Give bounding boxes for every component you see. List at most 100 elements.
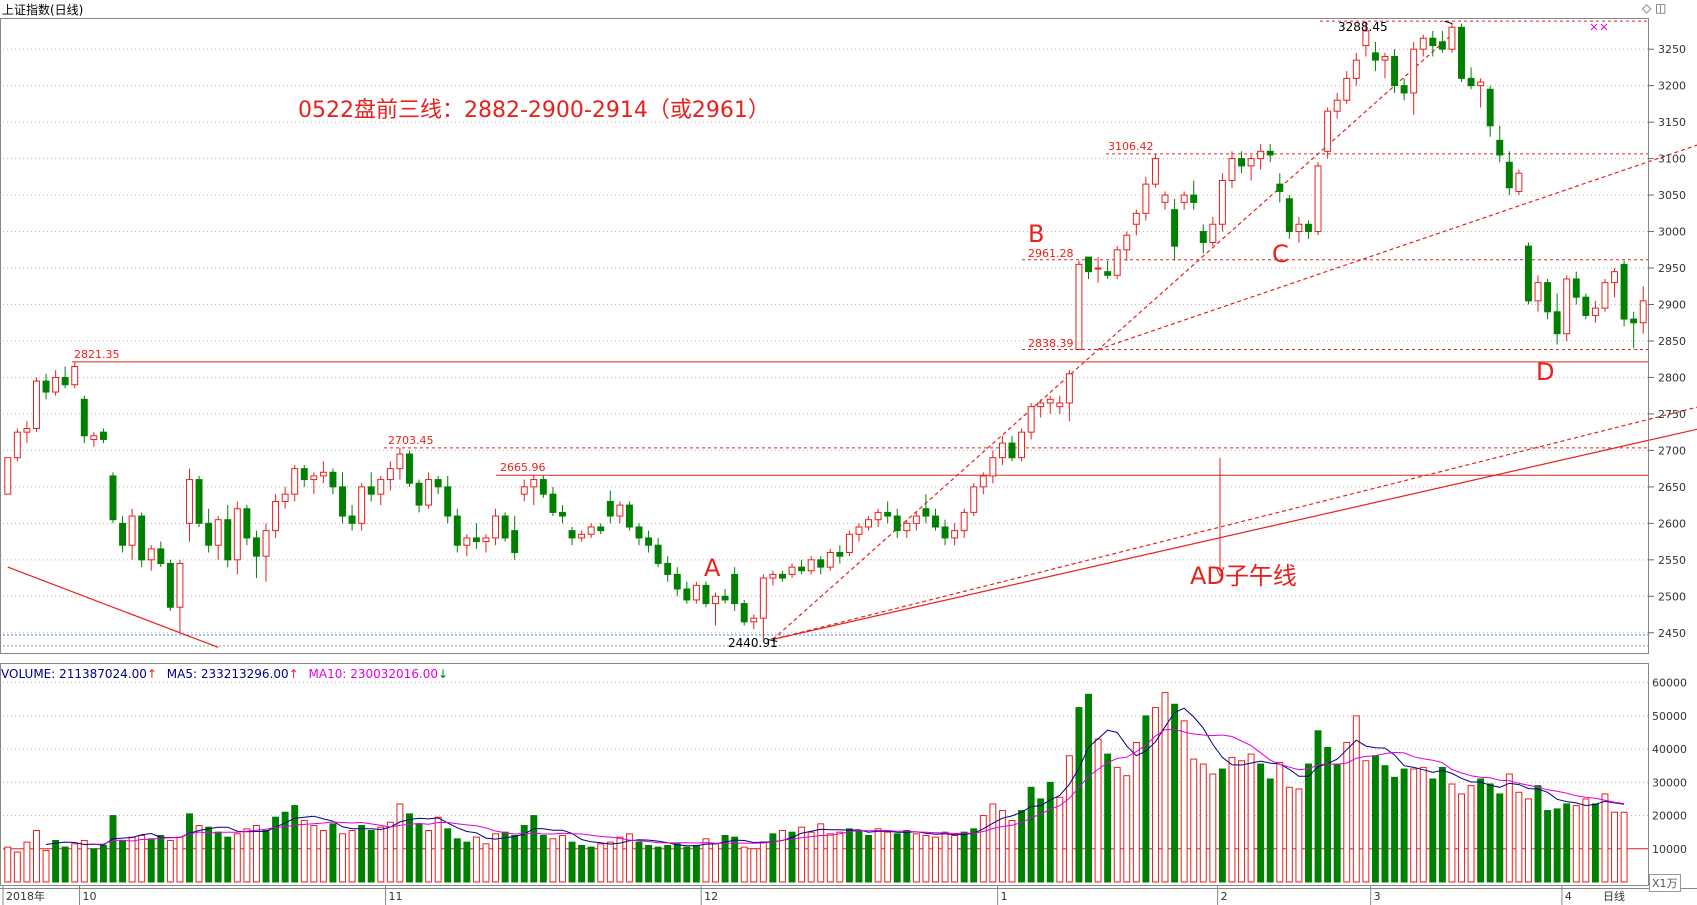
volume-bar-down — [893, 833, 901, 883]
volume-bar-down — [970, 828, 978, 883]
diamond-icon[interactable]: ◇ — [1642, 1, 1652, 15]
volume-bar-down — [1046, 781, 1054, 883]
candle-up — [1113, 249, 1121, 276]
volume-bar-down — [1381, 765, 1389, 883]
price-tick-label: 3200 — [1658, 80, 1686, 93]
volume-bar-down — [444, 828, 452, 883]
candle-down — [836, 552, 844, 557]
candle-down — [252, 537, 260, 557]
price-tick-label: 2950 — [1658, 262, 1686, 275]
candle-down — [559, 511, 566, 517]
volume-bar-down — [1591, 803, 1599, 883]
volume-bar-down — [157, 834, 165, 883]
candle-up — [1027, 406, 1035, 433]
volume-bar-up — [1572, 805, 1580, 883]
volume-bar-up — [1410, 768, 1418, 883]
volume-bar-down — [769, 833, 777, 883]
candle-down — [721, 595, 729, 601]
volume-bar-down — [1324, 746, 1332, 883]
candle-up — [1180, 194, 1188, 203]
volume-bar-up — [979, 815, 987, 883]
candle-up — [692, 584, 700, 601]
price-panel-frame — [0, 18, 1649, 654]
volume-bar-down — [1037, 798, 1045, 883]
candle-up — [874, 511, 882, 521]
candle-down — [329, 471, 337, 488]
volume-bar-up — [922, 834, 930, 883]
volume-bar-down — [281, 811, 289, 883]
marker-cross — [1600, 23, 1608, 31]
price-tick-label: 3250 — [1658, 43, 1686, 56]
volume-bar-up — [807, 831, 815, 883]
candle-up — [759, 577, 767, 619]
candle-down — [119, 522, 127, 546]
candle-down — [224, 519, 232, 561]
candle-up — [1056, 402, 1064, 408]
candle-down — [941, 526, 949, 539]
time-tick-label: 2018年 — [6, 889, 45, 903]
candle-down — [205, 522, 213, 546]
panel-icon[interactable]: ◫ — [1655, 1, 1667, 15]
volume-bar-up — [1247, 753, 1255, 883]
trend-line — [772, 34, 1453, 640]
candle-down — [1285, 198, 1293, 233]
volume-bar-down — [539, 834, 547, 883]
volume-bar-down — [358, 825, 366, 883]
volume-bar-up — [386, 821, 394, 883]
candle-up — [998, 442, 1006, 459]
candle-up — [1611, 271, 1618, 284]
volume-bar-up — [348, 830, 356, 883]
volume-bar-up — [1285, 786, 1293, 883]
volume-bar-down — [788, 831, 796, 883]
volume-bar-up — [1448, 783, 1456, 883]
volume-bar-up — [798, 826, 806, 883]
volume-bar-down — [1218, 768, 1226, 883]
volume-bar-down — [1544, 810, 1552, 883]
volume-bar-down — [587, 846, 595, 883]
candle-down — [1199, 231, 1207, 243]
price-tick-label: 2650 — [1658, 481, 1686, 494]
volume-bar-down — [1371, 755, 1379, 883]
volume-bar-down — [99, 844, 107, 883]
candle-down — [778, 573, 786, 579]
price-tick-label: 3150 — [1658, 116, 1686, 129]
volume-bar-up — [1515, 791, 1523, 883]
candle-up — [1123, 234, 1131, 251]
ma10-line — [93, 728, 1625, 845]
candle-down — [195, 479, 203, 524]
candle-down — [339, 486, 346, 517]
volume-bar-up — [616, 836, 624, 883]
candle-down — [1171, 209, 1179, 247]
volume-bar-down — [1257, 763, 1265, 883]
candle-down — [300, 468, 308, 481]
candle-up — [616, 504, 624, 517]
volume-bar-up — [1524, 798, 1532, 883]
volume-bar-down — [683, 846, 691, 883]
candle-down — [884, 511, 892, 517]
volume-bar-up — [1238, 760, 1245, 883]
volume-bar-down — [721, 834, 729, 883]
point-a-label: A — [704, 554, 721, 582]
price-tick-label: 2550 — [1658, 554, 1686, 567]
candle-down — [893, 515, 901, 532]
volume-bar-down — [654, 846, 662, 883]
volume-bar-up — [166, 839, 174, 883]
volume-bar-down — [1171, 703, 1179, 883]
candle-down — [1391, 55, 1399, 87]
ad-line-label: AD子午线 — [1190, 562, 1297, 590]
candle-down — [472, 537, 480, 543]
candle-down — [511, 530, 519, 554]
time-tick-label: 日线 — [1603, 889, 1625, 903]
candle-up — [1352, 59, 1360, 79]
candle-up — [1142, 183, 1150, 214]
volume-bar-down — [147, 838, 155, 883]
volume-bar-down — [1496, 793, 1504, 883]
candle-down — [453, 515, 461, 546]
volume-bar-up — [434, 816, 442, 883]
volume-bar-down — [1534, 785, 1542, 883]
volume-bar-down — [224, 836, 232, 883]
volume-bar-up — [1113, 766, 1121, 883]
price-tick-label: 3100 — [1658, 153, 1686, 166]
candle-up — [1132, 212, 1140, 225]
